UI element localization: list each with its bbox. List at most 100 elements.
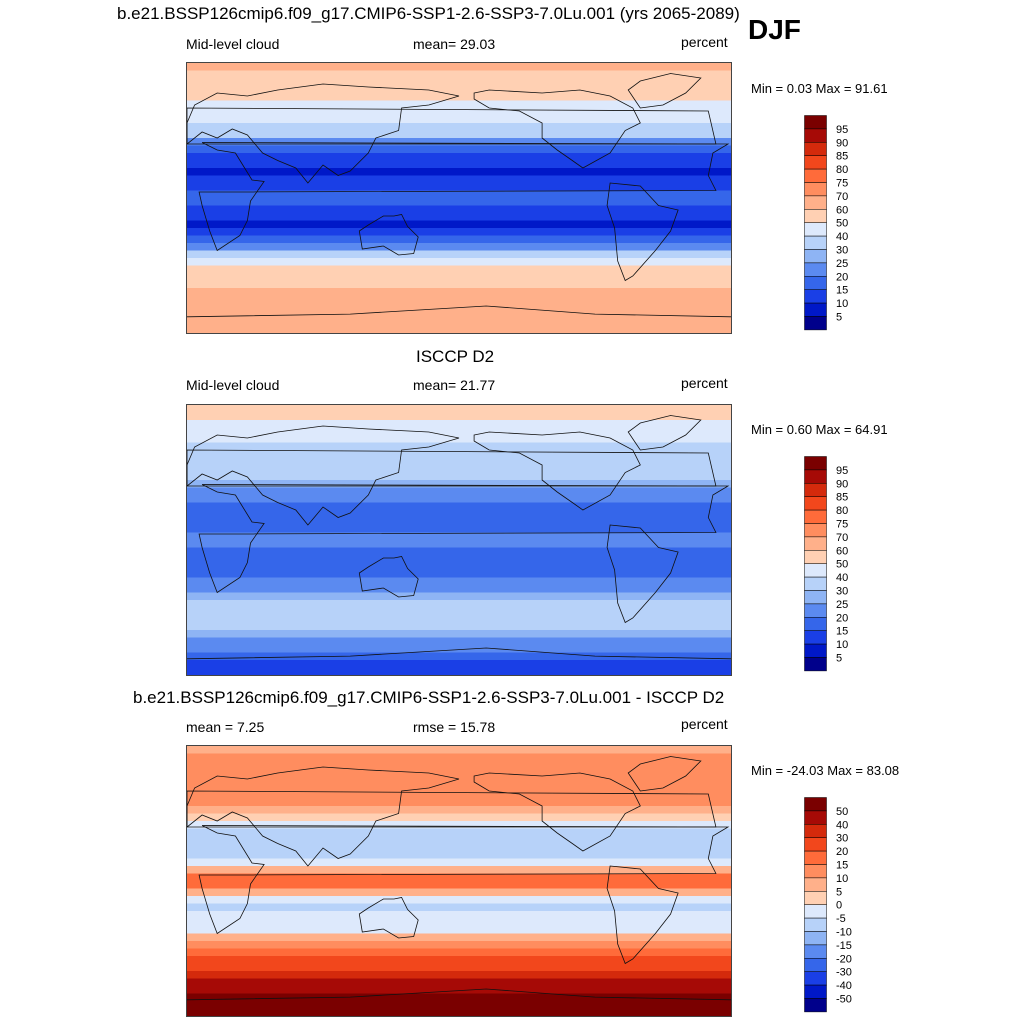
colorbar-swatch	[804, 877, 827, 892]
colorbar-tick-label: 75	[836, 178, 848, 190]
coastline-antarctica	[187, 988, 731, 1001]
colorbar-tick-label: -50	[836, 994, 852, 1006]
map-band	[187, 828, 731, 837]
map-band	[187, 288, 731, 297]
colorbar-tick-label: 80	[836, 505, 848, 517]
panel2-mean-label: mean= 21.77	[413, 377, 496, 393]
map-band	[187, 570, 731, 579]
map-band	[187, 652, 731, 661]
coastline	[187, 766, 460, 867]
map-band	[187, 941, 731, 950]
colorbar-tick-label: 5	[836, 886, 842, 898]
colorbar-swatch	[804, 536, 827, 551]
colorbar-tick-label: 50	[836, 806, 848, 818]
panel3-map-svg	[187, 746, 731, 1016]
map-band	[187, 295, 731, 304]
map-band	[187, 442, 731, 451]
coastline	[473, 772, 641, 852]
map-band	[187, 585, 731, 594]
map-band	[187, 198, 731, 207]
map-band	[187, 768, 731, 777]
colorbar-swatch	[804, 590, 827, 605]
colorbar-tick-label: 10	[836, 873, 848, 885]
map-band	[187, 836, 731, 845]
colorbar-swatch	[804, 469, 827, 484]
map-band	[187, 412, 731, 421]
map-band	[187, 813, 731, 822]
colorbar-swatch	[804, 249, 827, 264]
panel2-map	[186, 404, 732, 676]
colorbar-swatch	[804, 195, 827, 210]
map-band	[187, 465, 731, 474]
map-band	[187, 502, 731, 511]
map-band	[187, 615, 731, 624]
map-band	[187, 896, 731, 905]
map-band	[187, 235, 731, 244]
map-band	[187, 956, 731, 965]
map-band	[187, 1008, 731, 1016]
colorbar-swatch	[804, 182, 827, 197]
map-band	[187, 918, 731, 927]
map-band	[187, 791, 731, 800]
panel2-minmax: Min = 0.60 Max = 64.91	[751, 422, 888, 437]
colorbar-swatch	[804, 289, 827, 304]
map-band	[187, 911, 731, 920]
colorbar-tick-label: -20	[836, 953, 852, 965]
map-band	[187, 630, 731, 639]
colorbar-tick-label: 30	[836, 833, 848, 845]
colorbar-tick-label: 40	[836, 231, 848, 243]
map-band	[187, 821, 731, 830]
map-band	[187, 532, 731, 541]
colorbar-tick-label: 60	[836, 545, 848, 557]
panel1-mean-label: mean= 29.03	[413, 36, 496, 52]
colorbar-tick-label: 90	[836, 137, 848, 149]
map-band	[187, 405, 731, 414]
map-band	[187, 213, 731, 222]
coastline	[187, 107, 717, 145]
colorbar-swatch	[804, 576, 827, 591]
colorbar-swatch	[804, 824, 827, 838]
colorbar-tick-label: 80	[836, 164, 848, 176]
colorbar-tick-label: 10	[836, 639, 848, 651]
map-band	[187, 746, 731, 755]
map-band	[187, 258, 731, 267]
colorbar-swatch	[804, 316, 827, 331]
coastline	[198, 825, 730, 935]
map-band	[187, 310, 731, 319]
map-band	[187, 903, 731, 912]
colorbar-tick-label: 20	[836, 612, 848, 624]
colorbar-tick-label: 5	[836, 312, 842, 324]
map-band	[187, 858, 731, 867]
colorbar-tick-label: 70	[836, 532, 848, 544]
colorbar-swatch	[804, 984, 827, 999]
panel2-map-svg	[187, 405, 731, 675]
colorbar-swatch	[804, 931, 827, 946]
map-band	[187, 93, 731, 102]
colorbar-swatch	[804, 971, 827, 986]
map-band	[187, 562, 731, 571]
coastline-antarctica	[187, 305, 731, 318]
panel1-colorbar: 95 90 85 80 75 70 60 50 40 30 25 20 15 10 5	[804, 115, 864, 339]
colorbar-swatch	[804, 523, 827, 538]
colorbar-swatch	[804, 904, 827, 919]
colorbar-swatch	[804, 456, 827, 471]
colorbar-tick-label: 5	[836, 653, 842, 665]
colorbar-swatch	[804, 810, 827, 825]
map-band	[187, 873, 731, 882]
map-band	[187, 637, 731, 646]
season-label: DJF	[748, 14, 801, 45]
colorbar-swatch	[804, 603, 827, 618]
coastline-antarctica	[187, 647, 731, 660]
colorbar-swatch	[804, 643, 827, 658]
map-band	[187, 115, 731, 124]
map-band	[187, 487, 731, 496]
coastline	[187, 83, 460, 184]
colorbar-tick-label: 75	[836, 519, 848, 531]
colorbar-swatch	[804, 617, 827, 631]
map-band	[187, 517, 731, 526]
panel3-map	[186, 745, 732, 1017]
colorbar-swatch	[804, 850, 827, 865]
colorbar-tick-label: 0	[836, 900, 842, 912]
panel2-title: ISCCP D2	[416, 347, 495, 366]
map-band	[187, 1001, 731, 1010]
